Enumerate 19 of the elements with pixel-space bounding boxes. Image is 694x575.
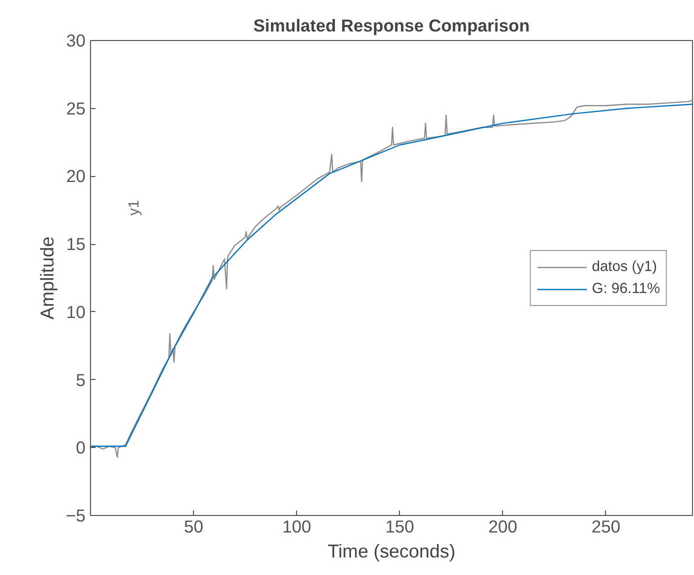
- x-tick-label: 250: [591, 516, 620, 536]
- y-tick-label: 5: [76, 370, 86, 390]
- y-axis-title: Amplitude: [36, 236, 58, 320]
- y-tick-label: 20: [66, 166, 86, 186]
- y-tick-label: 15: [66, 234, 86, 254]
- x-axis-title: Time (seconds): [328, 540, 456, 562]
- y-tick-label: 25: [66, 98, 86, 118]
- x-tick-label: 50: [184, 516, 204, 536]
- y-tick-label: 30: [66, 30, 86, 50]
- y-tick-label: 10: [66, 302, 86, 322]
- x-tick-label: 150: [385, 516, 414, 536]
- chart-title: Simulated Response Comparison: [253, 16, 530, 36]
- x-tick-label: 200: [488, 516, 518, 536]
- legend-label: datos (y1): [592, 258, 657, 274]
- legend-label: G: 96.11%: [592, 280, 660, 296]
- x-tick-label: 100: [282, 516, 312, 536]
- y-tick-label: 0: [76, 438, 86, 458]
- annotation: y1: [126, 200, 142, 216]
- y-tick-label: −5: [66, 506, 86, 526]
